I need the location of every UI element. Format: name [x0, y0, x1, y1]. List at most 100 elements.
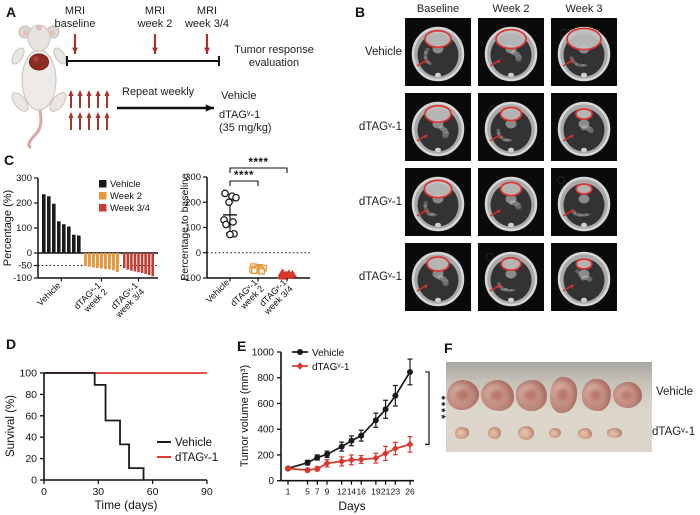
data-point: [348, 437, 355, 444]
mri-image: [405, 93, 471, 161]
data-point: [313, 465, 321, 473]
panel-f: F Vehicle dTAGᵛ-1: [440, 330, 700, 515]
mri-timepoint-week2: MRI week 2: [137, 5, 173, 30]
svg-text:23: 23: [391, 487, 401, 497]
mri-pointer-arrow: [423, 134, 428, 139]
mri-pointer-arrow: [496, 209, 501, 214]
mri-pointer-arrow: [496, 59, 501, 64]
mri-image: [405, 243, 471, 311]
mri-image: [551, 93, 617, 161]
mri-pointer-arrow: [569, 59, 574, 64]
svg-text:5: 5: [305, 487, 310, 497]
data-point: [372, 417, 379, 424]
bar: [100, 253, 103, 269]
tumor-outline: [575, 183, 593, 195]
data-point: [338, 443, 345, 450]
photo-row-label-vehicle: Vehicle: [656, 386, 694, 398]
mri-col-header-baseline: Baseline: [416, 3, 460, 15]
tumor-outline: [424, 29, 452, 49]
injection-arrows: [68, 90, 110, 130]
arrow-head: [204, 47, 210, 54]
bar: [92, 253, 95, 268]
bar: [42, 194, 46, 253]
svg-text:0: 0: [196, 248, 201, 259]
tumor-dark-spot: [455, 389, 469, 400]
mri-image: [405, 18, 471, 86]
waterfall-chart: 300 200 100 0 -50-100 Percentage (%) Vehicle dT…: [2, 173, 158, 320]
bar: [52, 203, 56, 253]
mri-image: [551, 168, 617, 236]
y-axis-label: Tumor volume (mm³): [239, 365, 251, 467]
mri-pointer-arrow: [496, 134, 501, 139]
tumor-specimen-vehicle: [515, 379, 547, 411]
mri-image: [478, 18, 544, 86]
bar: [151, 253, 155, 277]
bar: [47, 196, 51, 253]
bar: [72, 234, 76, 253]
tumor-specimen-vehicle: [447, 380, 479, 410]
data-point: [229, 218, 237, 226]
legend: Vehicle dTAGᵛ-1: [157, 437, 218, 464]
bar: [108, 253, 111, 270]
mri-image: [551, 18, 617, 86]
svg-text:300: 300: [16, 173, 32, 184]
panel-b-label: B: [355, 4, 366, 20]
tumor-outline: [500, 257, 522, 272]
mouse-illustration: [11, 24, 67, 149]
data-point: [226, 230, 234, 239]
data-point: [304, 459, 311, 466]
significance-stars: ****: [435, 396, 447, 421]
mri-row-label-3: dTAGᵛ-1: [358, 196, 402, 208]
x-group-label: dTAGᵛ-1week 3/4: [255, 277, 295, 317]
svg-text:14: 14: [347, 487, 357, 497]
data-point: [407, 368, 413, 375]
tumor-outline: [566, 27, 602, 51]
tumor-outline: [495, 28, 527, 50]
panel-d-label: D: [6, 336, 17, 352]
data-point: [338, 457, 346, 465]
data-point: [324, 451, 331, 458]
mri-pointer-arrow: [496, 284, 501, 289]
bar: [77, 235, 81, 253]
tumor-photo: [446, 362, 652, 452]
svg-text:0: 0: [268, 476, 274, 487]
survival-curve-vehicle: [44, 372, 145, 480]
significance-bracket: [229, 180, 259, 186]
tumor-region: [425, 105, 451, 123]
x-group-label: dTAGᵛ-1week 2: [228, 277, 265, 314]
treatment-dtag-label: dTAGᵛ-1: [219, 109, 261, 121]
treatment-schematic: [66, 34, 220, 130]
bar: [147, 253, 151, 275]
tumor-outline: [424, 104, 452, 124]
tumor-outline: [499, 181, 523, 197]
legend-label: Vehicle: [312, 348, 345, 359]
x-group-label: Vehicle: [35, 280, 63, 308]
bar: [57, 221, 61, 253]
data-point: [222, 220, 230, 229]
arrow-head: [205, 104, 214, 112]
bar-series: [42, 194, 155, 277]
mri-timepoint-week34: MRI week 3/4: [184, 5, 230, 30]
evaluation-label: Tumor response evaluation: [234, 44, 314, 69]
significance-stars: ****: [249, 157, 269, 169]
bar: [123, 253, 126, 268]
x-axis-label: Days: [338, 499, 365, 513]
mri-col-header-week3: Week 3: [565, 3, 603, 15]
significance-stars: ****: [234, 170, 254, 182]
significance-bracket: [425, 371, 430, 446]
tumor-region: [576, 259, 592, 269]
tumor-region: [500, 182, 522, 196]
data-point: [382, 449, 389, 458]
bar: [88, 253, 91, 267]
bar: [130, 253, 133, 271]
data-point: [358, 432, 365, 439]
svg-text:1: 1: [286, 487, 291, 497]
bar: [144, 253, 147, 274]
svg-text:30: 30: [92, 486, 104, 498]
tumor-dark-spot: [557, 387, 568, 401]
bar: [116, 253, 119, 272]
svg-text:26: 26: [405, 487, 415, 497]
panel-a: A MRI baseline MRI week 2: [0, 0, 350, 150]
